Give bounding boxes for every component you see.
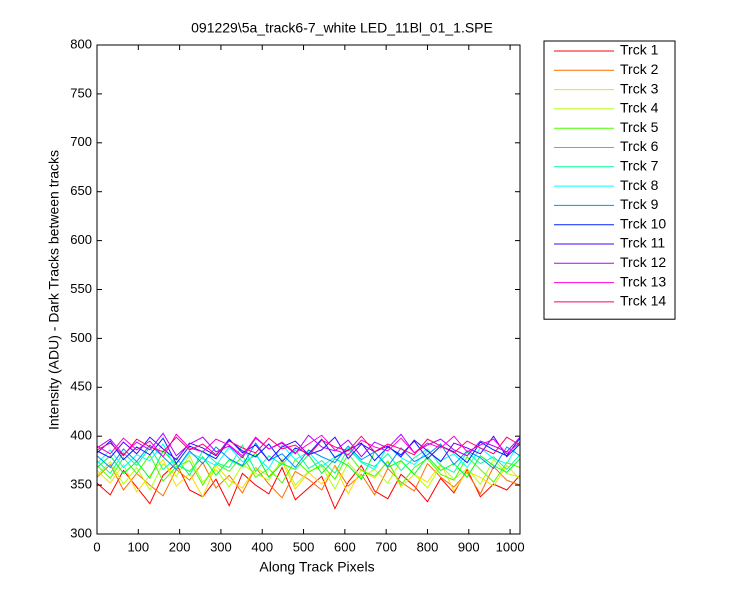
x-tick-label: 200 bbox=[169, 539, 191, 554]
legend-label: Trck 12 bbox=[620, 254, 666, 270]
legend-label: Trck 4 bbox=[620, 100, 659, 116]
y-tick-label: 650 bbox=[70, 183, 92, 198]
legend-label: Trck 10 bbox=[620, 215, 666, 231]
x-tick-label: 900 bbox=[458, 539, 480, 554]
y-tick-label: 350 bbox=[70, 477, 92, 492]
legend-label: Trck 2 bbox=[620, 61, 659, 77]
legend-box bbox=[543, 40, 676, 320]
y-tick-label: 450 bbox=[70, 379, 92, 394]
legend-label: Trck 7 bbox=[620, 158, 659, 174]
y-tick-label: 700 bbox=[70, 134, 92, 149]
x-tick-label: 600 bbox=[334, 539, 356, 554]
legend-label: Trck 3 bbox=[620, 80, 659, 96]
x-tick-label: 400 bbox=[251, 539, 273, 554]
y-tick-label: 400 bbox=[70, 428, 92, 443]
data-line bbox=[96, 435, 521, 457]
y-tick-label: 300 bbox=[70, 525, 92, 540]
legend-label: Trck 14 bbox=[620, 293, 666, 309]
chart-title: 091229\5a_track6-7_white LED_11Bl_01_1.S… bbox=[191, 20, 493, 36]
data-line bbox=[96, 435, 521, 463]
legend-label: Trck 5 bbox=[620, 119, 659, 135]
legend-label: Trck 13 bbox=[620, 273, 666, 289]
data-line bbox=[96, 433, 521, 458]
data-line bbox=[96, 461, 521, 499]
x-axis-label: Along Track Pixels bbox=[259, 559, 374, 575]
legend-label: Trck 8 bbox=[620, 177, 659, 193]
data-line bbox=[96, 443, 521, 477]
y-tick-label: 800 bbox=[70, 36, 92, 51]
x-tick-label: 700 bbox=[375, 539, 397, 554]
data-line bbox=[96, 442, 521, 471]
x-tick-label: 800 bbox=[417, 539, 439, 554]
y-tick-label: 600 bbox=[70, 232, 92, 247]
data-line bbox=[96, 454, 521, 492]
x-tick-label: 0 bbox=[93, 539, 100, 554]
x-tick-label: 1000 bbox=[496, 539, 525, 554]
legend-label: Trck 11 bbox=[620, 235, 665, 251]
data-line bbox=[96, 452, 521, 487]
legend-label: Trck 9 bbox=[620, 196, 659, 212]
data-line bbox=[96, 432, 521, 459]
y-axis-label: Intensity (ADU) - Dark Tracks between tr… bbox=[46, 150, 62, 430]
y-tick-label: 550 bbox=[70, 281, 92, 296]
x-tick-label: 300 bbox=[210, 539, 232, 554]
legend-label: Trck 1 bbox=[620, 42, 659, 58]
y-tick-label: 500 bbox=[70, 330, 92, 345]
x-tick-label: 500 bbox=[293, 539, 315, 554]
x-tick-label: 100 bbox=[127, 539, 149, 554]
data-line bbox=[96, 462, 521, 510]
legend-label: Trck 6 bbox=[620, 138, 659, 154]
y-tick-label: 750 bbox=[70, 85, 92, 100]
